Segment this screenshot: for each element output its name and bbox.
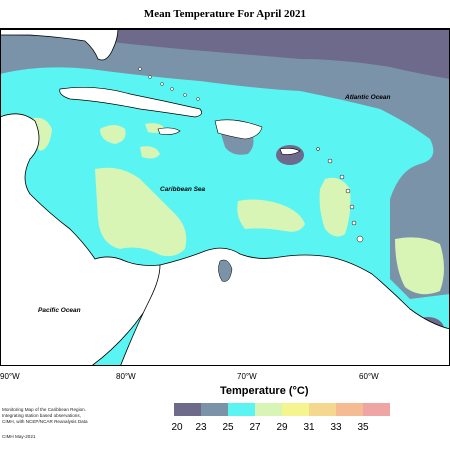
legend-swatch-1	[201, 403, 228, 416]
zone-pale-5	[319, 177, 351, 237]
legend-swatch-6	[336, 403, 363, 416]
temperature-map: Atlantic Ocean Caribbean Sea Pacific Oce…	[0, 28, 450, 366]
legend-colorbar	[174, 403, 390, 416]
lake-maracaibo	[218, 259, 233, 282]
zone-pale-3	[140, 146, 160, 159]
zone-pale-2	[100, 125, 126, 144]
legend-tick-35: 35	[357, 422, 369, 433]
longitude-tick-90w: 90°W	[0, 372, 20, 381]
legend-tick-23: 23	[195, 422, 207, 433]
legend-swatch-5	[309, 403, 336, 416]
land-florida	[0, 29, 119, 61]
land-hispaniola	[214, 119, 263, 140]
zone-pale-6	[395, 237, 444, 295]
label-atlantic-ocean: Atlantic Ocean	[344, 94, 391, 101]
legend-tick-29: 29	[276, 422, 288, 433]
zone-cool-puerto-rico	[276, 145, 304, 165]
credit-line-1: Monitoring Map of the Caribbean Region.	[2, 407, 87, 412]
zone-pale-4	[237, 199, 305, 232]
zone-pale-1	[95, 167, 187, 257]
legend-swatch-4	[282, 403, 309, 416]
credit-line-3: CIMH, with NCEP/NCAR Reanalysis Data	[2, 419, 88, 424]
longitude-tick-80w: 80°W	[116, 372, 136, 381]
legend-swatch-7	[363, 403, 390, 416]
legend-tick-25: 25	[222, 422, 234, 433]
land-cuba	[59, 86, 202, 118]
label-caribbean-sea: Caribbean Sea	[160, 186, 206, 193]
legend-tick-27: 27	[249, 422, 261, 433]
label-pacific-ocean: Pacific Ocean	[38, 307, 81, 314]
land-south-america	[120, 247, 450, 365]
legend-swatch-3	[255, 403, 282, 416]
credit-footer: CIMH May-2021	[2, 434, 36, 439]
land-puerto-rico	[279, 148, 301, 155]
longitude-tick-70w: 70°W	[237, 372, 257, 381]
legend-tick-20: 20	[171, 422, 183, 433]
land-bahamas	[138, 67, 200, 101]
credit-line-2: Integrating station based observations,	[2, 413, 81, 418]
legend-tick-31: 31	[303, 422, 315, 433]
legend-swatch-0	[174, 403, 201, 416]
longitude-tick-60w: 60°W	[359, 372, 379, 381]
map-canvas: Atlantic Ocean Caribbean Sea Pacific Oce…	[0, 29, 450, 365]
map-title: Mean Temperature For April 2021	[143, 8, 307, 20]
legend-swatch-2	[228, 403, 255, 416]
land-jamaica	[157, 127, 181, 135]
land-lesser-antilles	[316, 147, 364, 243]
legend-tick-33: 33	[330, 422, 342, 433]
legend-title: Temperature (°C)	[220, 385, 309, 397]
